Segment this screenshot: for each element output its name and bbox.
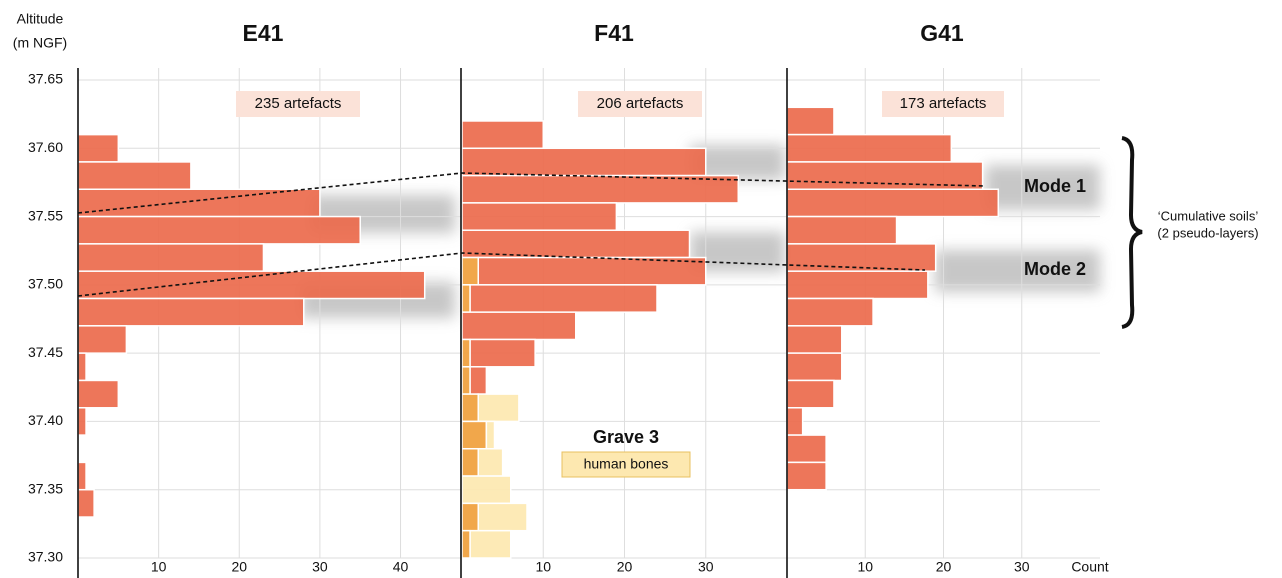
bar <box>786 407 804 436</box>
bar <box>786 215 898 245</box>
note: 173 artefacts <box>900 95 987 112</box>
bar <box>461 120 544 150</box>
bar <box>461 284 471 313</box>
bar <box>786 188 1000 218</box>
y-tick-label: 37.65 <box>28 71 63 87</box>
bar <box>77 243 265 272</box>
note-box <box>882 91 1004 117</box>
bar <box>477 502 528 532</box>
bar <box>77 297 305 327</box>
bar <box>461 338 471 368</box>
mode-1-line <box>77 172 986 214</box>
bar <box>461 202 618 231</box>
x-tick-label: 10 <box>151 559 167 575</box>
note-box <box>236 91 360 117</box>
panel-title: G41 <box>920 20 964 46</box>
bar <box>477 447 504 477</box>
bar <box>461 147 707 177</box>
mode-label: Mode 2 <box>1024 259 1086 279</box>
x-tick-label: 30 <box>312 559 328 575</box>
bar <box>786 379 835 409</box>
bar <box>77 488 95 518</box>
y-axis-label: (m NGF) <box>13 35 67 51</box>
bar <box>477 393 520 423</box>
note: 206 artefacts <box>597 95 684 112</box>
bar <box>77 352 87 382</box>
y-tick-label: 37.35 <box>28 480 63 496</box>
note: 235 artefacts <box>255 95 342 112</box>
bar <box>469 366 488 395</box>
x-tick-label: 20 <box>936 559 952 575</box>
bar <box>461 502 479 532</box>
bar <box>786 352 843 382</box>
bar <box>786 270 929 300</box>
bar <box>786 325 843 354</box>
bar <box>77 215 361 245</box>
bar <box>461 256 479 286</box>
y-axis-label: Altitude <box>17 11 64 27</box>
bar <box>461 229 691 259</box>
note-box <box>578 91 702 117</box>
y-tick-label: 37.45 <box>28 344 63 360</box>
bar <box>786 106 835 136</box>
bar <box>77 379 120 409</box>
bar <box>77 461 87 491</box>
bar <box>461 393 479 423</box>
annotation: human bones <box>584 456 669 472</box>
bar <box>477 256 707 286</box>
x-tick-label: 10 <box>857 559 873 575</box>
bracket-label: (2 pseudo-layers) <box>1157 225 1258 240</box>
bar <box>469 338 536 368</box>
bar <box>461 447 479 477</box>
bar <box>461 311 577 341</box>
bar <box>77 161 192 191</box>
x-tick-label: 30 <box>1014 559 1030 575</box>
bar <box>77 188 321 218</box>
bar <box>786 434 827 464</box>
mode-label: Mode 1 <box>1024 176 1086 196</box>
brace <box>1121 136 1143 329</box>
panel-title: E41 <box>243 20 284 46</box>
bar <box>786 297 874 327</box>
bar <box>461 366 471 395</box>
x-tick-label: 10 <box>535 559 551 575</box>
mode-lines <box>77 172 986 297</box>
y-tick-label: 37.40 <box>28 412 63 428</box>
bar <box>77 133 120 163</box>
bar <box>469 284 658 313</box>
annotation: Grave 3 <box>593 427 659 447</box>
x-tick-label: 40 <box>393 559 409 575</box>
bar <box>461 475 512 505</box>
x-axis-label: Count <box>1071 559 1108 575</box>
mode-2-line <box>77 252 926 297</box>
y-tick-label: 37.60 <box>28 139 63 155</box>
bars <box>77 106 1000 559</box>
annotation-box <box>561 451 691 478</box>
bracket-label: ‘Cumulative soils’ <box>1158 208 1259 223</box>
y-tick-label: 37.55 <box>28 207 63 223</box>
panel-title: F41 <box>594 20 634 46</box>
mode-bands <box>300 145 1100 318</box>
bar <box>786 461 827 491</box>
bar <box>786 133 953 163</box>
y-tick-label: 37.50 <box>28 276 63 292</box>
bar <box>485 420 496 450</box>
bar <box>461 420 488 450</box>
bar <box>461 174 739 204</box>
bar <box>77 407 87 436</box>
x-tick-label: 30 <box>698 559 714 575</box>
axes <box>77 68 788 578</box>
bar <box>77 325 128 354</box>
y-tick-label: 37.30 <box>28 549 63 565</box>
bar <box>77 270 426 300</box>
bar <box>469 529 512 559</box>
x-tick-label: 20 <box>617 559 633 575</box>
band <box>985 165 1100 210</box>
bar <box>461 529 471 559</box>
x-tick-label: 20 <box>231 559 247 575</box>
